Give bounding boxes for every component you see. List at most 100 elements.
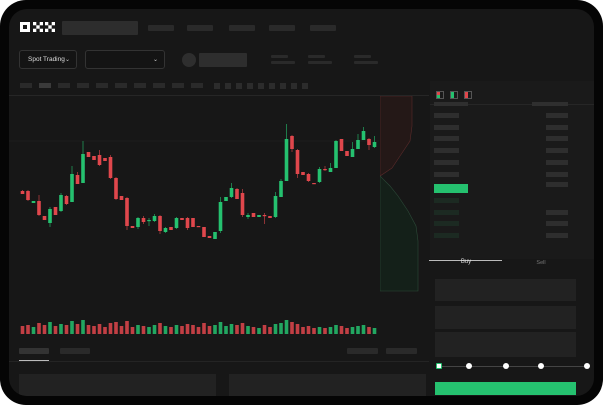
indicator-icon[interactable] bbox=[214, 83, 220, 89]
timeframe-button[interactable] bbox=[153, 83, 165, 88]
coin-icon bbox=[182, 53, 196, 67]
candle-body bbox=[257, 215, 261, 217]
timeframe-button[interactable] bbox=[77, 83, 89, 88]
timeframe-button[interactable] bbox=[172, 83, 184, 88]
candle-body bbox=[31, 201, 36, 203]
amount-slider-track[interactable] bbox=[439, 366, 587, 367]
assets-panel bbox=[229, 374, 426, 396]
chevron-down-icon[interactable] bbox=[247, 83, 253, 89]
volume-bar bbox=[240, 323, 245, 334]
volume-bar bbox=[20, 326, 25, 334]
candle-body bbox=[141, 218, 146, 222]
volume-bar bbox=[119, 326, 124, 334]
candle-body bbox=[235, 189, 239, 199]
candle-body bbox=[152, 216, 157, 221]
volume-bar bbox=[48, 322, 52, 334]
timeframe-button[interactable] bbox=[115, 83, 127, 88]
candle-body bbox=[185, 218, 190, 228]
ask-price bbox=[434, 113, 459, 118]
orderbook-view-asks-icon[interactable] bbox=[464, 91, 472, 99]
volume-bar bbox=[284, 320, 289, 334]
buy-tab-underline bbox=[429, 260, 502, 261]
tab-sell[interactable]: Sell bbox=[536, 260, 546, 266]
bid-amount bbox=[546, 221, 568, 226]
volume-bar bbox=[185, 324, 190, 334]
timeframe-button[interactable] bbox=[20, 83, 32, 88]
volume-bar bbox=[75, 324, 80, 334]
ask-amount bbox=[546, 136, 568, 142]
candle-body bbox=[64, 196, 69, 204]
stat-value bbox=[354, 61, 378, 64]
slider-step[interactable] bbox=[584, 363, 590, 369]
line-icon[interactable] bbox=[258, 83, 264, 89]
orderbook-view-both-icon[interactable] bbox=[436, 91, 444, 99]
market-dropdown[interactable]: Spot Trading ⌄ bbox=[19, 50, 77, 69]
candle-body bbox=[147, 220, 151, 222]
pair-dropdown[interactable]: ⌄ bbox=[85, 50, 165, 69]
market-dropdown-label: Spot Trading bbox=[28, 56, 65, 63]
nav-item[interactable] bbox=[148, 25, 174, 31]
buy-button[interactable] bbox=[435, 382, 576, 395]
fullscreen-icon[interactable] bbox=[302, 83, 308, 89]
ask-amount bbox=[546, 171, 568, 177]
candle-body bbox=[174, 218, 179, 228]
volume-bar bbox=[136, 325, 140, 334]
price-input[interactable] bbox=[435, 279, 576, 301]
settings-icon[interactable] bbox=[291, 83, 297, 89]
timeframe-button[interactable] bbox=[39, 83, 51, 88]
draw-icon[interactable] bbox=[236, 83, 242, 89]
slider-step[interactable] bbox=[466, 363, 472, 369]
candle-body bbox=[317, 169, 322, 182]
volume-bar bbox=[251, 327, 256, 334]
amount-input[interactable] bbox=[435, 306, 576, 329]
timeframe-button[interactable] bbox=[134, 83, 146, 88]
total-input[interactable] bbox=[435, 332, 576, 357]
nav-item[interactable] bbox=[229, 25, 255, 31]
candle-body bbox=[136, 218, 140, 227]
camera-icon[interactable] bbox=[280, 83, 286, 89]
slider-handle[interactable] bbox=[436, 363, 442, 369]
tab-buy[interactable]: Buy bbox=[460, 259, 472, 265]
candle-body bbox=[218, 202, 223, 231]
tab-open-orders[interactable] bbox=[19, 348, 49, 354]
orderbook-view-bids-icon[interactable] bbox=[450, 91, 458, 99]
volume-bar bbox=[372, 328, 377, 334]
bid-price bbox=[434, 198, 459, 203]
chevron-down-icon[interactable] bbox=[225, 83, 231, 89]
filter-button[interactable] bbox=[347, 348, 378, 354]
volume-bar bbox=[202, 323, 206, 334]
stat-value bbox=[308, 61, 332, 64]
nav-item[interactable] bbox=[310, 25, 336, 31]
timeframe-button[interactable] bbox=[96, 83, 108, 88]
volume-bar bbox=[235, 325, 239, 334]
volume-bar bbox=[42, 325, 47, 334]
timeframe-button[interactable] bbox=[191, 83, 203, 88]
candlestick-chart[interactable] bbox=[9, 96, 429, 336]
nav-item[interactable] bbox=[187, 25, 213, 31]
volume-bar bbox=[295, 324, 300, 334]
volume-bar bbox=[180, 326, 184, 334]
filter-button[interactable] bbox=[386, 348, 417, 354]
bid-price bbox=[434, 221, 459, 226]
volume-bar bbox=[103, 327, 107, 334]
nav-item[interactable] bbox=[269, 25, 295, 31]
volume-bar bbox=[323, 328, 327, 334]
volume-bar bbox=[86, 325, 91, 334]
slider-step[interactable] bbox=[503, 363, 509, 369]
search-bar[interactable] bbox=[62, 21, 138, 35]
pen-icon[interactable] bbox=[269, 83, 275, 89]
volume-bar bbox=[92, 326, 96, 334]
slider-step[interactable] bbox=[538, 363, 544, 369]
divider bbox=[9, 361, 429, 362]
volume-bar bbox=[290, 322, 294, 334]
volume-bar bbox=[224, 326, 228, 334]
okx-logo[interactable] bbox=[20, 22, 58, 32]
tab-order-history[interactable] bbox=[60, 348, 90, 354]
candle-body bbox=[323, 169, 327, 171]
volume-bar bbox=[218, 322, 223, 334]
orders-panel bbox=[19, 374, 216, 396]
timeframe-button[interactable] bbox=[58, 83, 70, 88]
stat-label bbox=[308, 55, 325, 58]
volume-bar bbox=[312, 328, 316, 334]
